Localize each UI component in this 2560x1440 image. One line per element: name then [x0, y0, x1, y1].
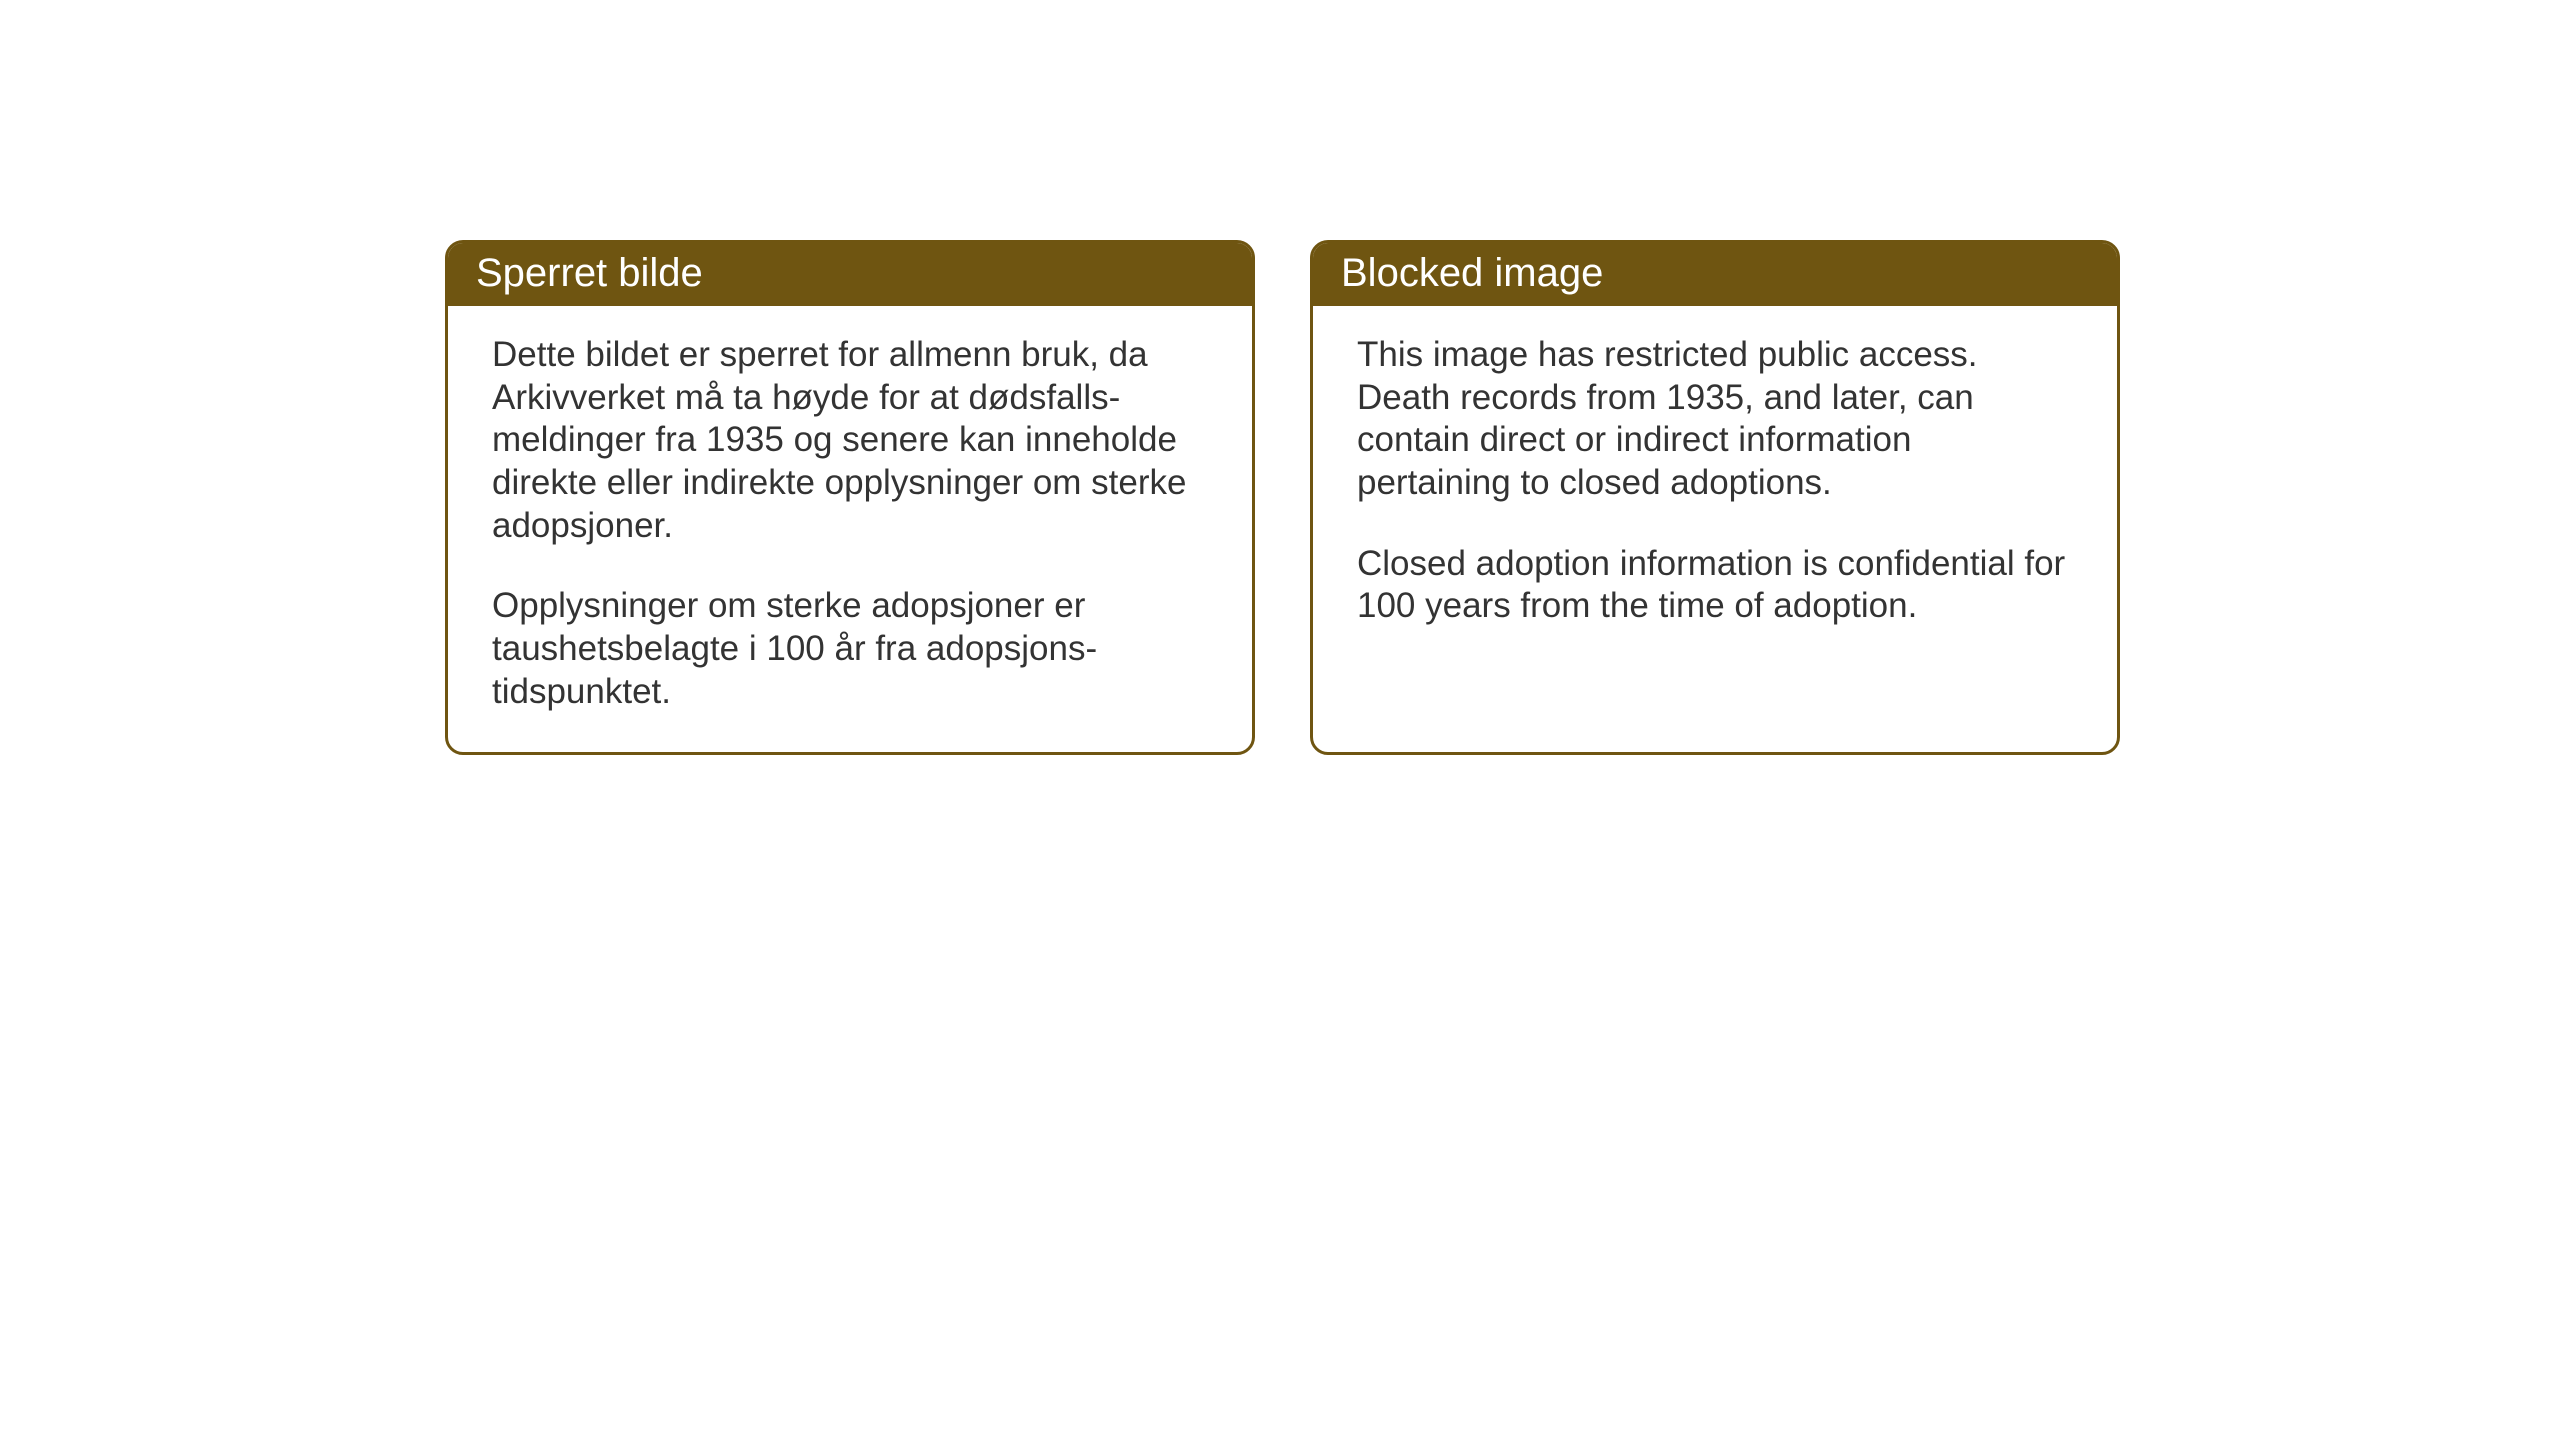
notice-paragraph-1-english: This image has restricted public access.… [1357, 334, 2073, 505]
notices-container: Sperret bilde Dette bildet er sperret fo… [445, 240, 2120, 755]
notice-paragraph-2-english: Closed adoption information is confident… [1357, 543, 2073, 628]
notice-body-norwegian: Dette bildet er sperret for allmenn bruk… [448, 306, 1252, 752]
notice-paragraph-1-norwegian: Dette bildet er sperret for allmenn bruk… [492, 334, 1208, 547]
notice-body-english: This image has restricted public access.… [1313, 306, 2117, 666]
notice-paragraph-2-norwegian: Opplysninger om sterke adopsjoner er tau… [492, 585, 1208, 713]
notice-title-english: Blocked image [1341, 251, 1603, 295]
notice-header-english: Blocked image [1313, 243, 2117, 306]
notice-box-norwegian: Sperret bilde Dette bildet er sperret fo… [445, 240, 1255, 755]
notice-box-english: Blocked image This image has restricted … [1310, 240, 2120, 755]
notice-title-norwegian: Sperret bilde [476, 251, 703, 295]
notice-header-norwegian: Sperret bilde [448, 243, 1252, 306]
